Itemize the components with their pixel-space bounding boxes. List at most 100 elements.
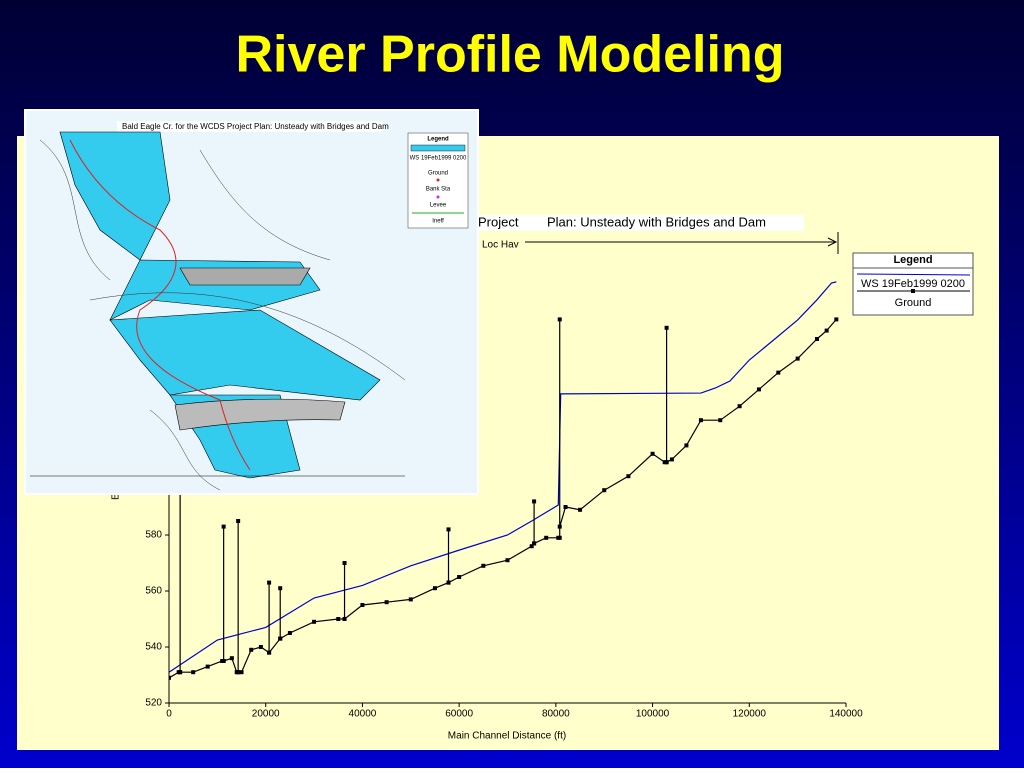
header-left: Project	[478, 214, 519, 229]
ground-marker	[221, 524, 226, 529]
river-reach	[109, 309, 381, 401]
ground-marker	[278, 586, 283, 591]
inset-map: Bald Eagle Cr. for the WCDS Project Plan…	[24, 109, 479, 495]
ground-marker	[544, 535, 549, 540]
inset-legend-swatch	[410, 144, 466, 152]
inset-legend-item: Ineff	[432, 219, 444, 225]
ground-marker	[229, 656, 234, 661]
ground-marker	[191, 670, 196, 675]
ground-marker	[529, 544, 534, 549]
header-box	[474, 215, 804, 231]
legend	[852, 252, 974, 316]
ground-marker	[626, 474, 631, 479]
ground-marker	[718, 418, 723, 423]
dam	[174, 398, 346, 431]
chart: Project Plan: Unsteady with Bridges and …	[111, 214, 974, 742]
ground-marker	[602, 488, 607, 493]
ground-marker	[481, 563, 486, 568]
ground-marker	[669, 457, 674, 462]
ground-marker	[446, 580, 451, 585]
x-tick-label: 0	[166, 709, 172, 720]
legend-title: Legend	[893, 254, 932, 266]
y-tick-label: 560	[145, 586, 162, 597]
ground-marker	[236, 519, 241, 523]
plot-area	[169, 281, 839, 680]
inset-legend-item: Levee	[430, 203, 447, 209]
legend-item: WS 19Feb1999 0200	[861, 278, 965, 290]
inset-header-right: Plan: Unsteady with Bridges and Dam	[254, 122, 389, 131]
ground-marker	[221, 659, 226, 663]
slide-title: River Profile Modeling	[236, 26, 785, 84]
inset-legend-title: Legend	[427, 137, 449, 143]
ground-marker	[650, 451, 655, 456]
inset-header-box	[117, 121, 383, 132]
inset-legend-swatch	[436, 178, 440, 182]
x-tick-label: 120000	[733, 709, 767, 720]
ground-marker	[776, 370, 781, 375]
ground-marker	[267, 580, 272, 585]
ground-marker	[278, 636, 283, 641]
y-tick-label: 580	[145, 530, 162, 541]
ground-marker	[698, 418, 703, 423]
ground-marker	[824, 328, 829, 333]
inset-header-left: Bald Eagle Cr. for the WCDS Project	[122, 122, 253, 131]
ground-marker	[360, 603, 365, 607]
ground-marker	[336, 617, 341, 621]
ground-marker	[505, 558, 510, 563]
legend-item: Ground	[895, 297, 932, 309]
ground-marker	[795, 356, 800, 361]
x-tick-label: 20000	[252, 709, 280, 720]
y-tick-label: 520	[145, 698, 162, 709]
inset-legend-swatch	[436, 195, 440, 199]
ground-marker	[178, 670, 183, 675]
ground-marker	[684, 443, 689, 448]
bridge	[179, 267, 311, 286]
arrow-head	[827, 237, 838, 247]
ground-marker	[258, 645, 263, 649]
x-tick-label: 80000	[542, 709, 570, 720]
inset-legend-item: Bank Sta	[426, 187, 451, 193]
ground-marker	[457, 575, 462, 579]
ground-marker	[342, 617, 347, 621]
ground-marker	[557, 524, 562, 529]
inset-legend-item: WS 19Feb1999 0200	[410, 156, 467, 162]
x-tick-label: 60000	[445, 709, 473, 720]
legend-swatch	[856, 273, 971, 276]
legend-marker	[911, 289, 915, 293]
contours	[39, 139, 406, 491]
x-tick-label: 40000	[349, 709, 377, 720]
ground-marker	[664, 325, 669, 330]
ground-marker	[756, 387, 761, 392]
ground-marker	[384, 600, 389, 605]
ground-marker	[446, 527, 451, 532]
x-tick-label: 100000	[636, 709, 670, 720]
ground-marker	[267, 650, 272, 655]
ground-marker	[557, 317, 562, 322]
ground-marker	[236, 670, 241, 675]
ground-marker	[557, 535, 562, 540]
ground-marker	[532, 541, 537, 546]
inset-legend-item: Ground	[428, 171, 448, 177]
ground-marker	[432, 586, 437, 591]
series-line	[169, 319, 837, 679]
ground-marker	[342, 561, 347, 565]
ground-marker	[664, 460, 669, 465]
ground-marker	[578, 507, 583, 512]
ground-marker	[737, 404, 742, 409]
ground-marker	[169, 675, 171, 680]
y-axis-label: El	[111, 491, 122, 500]
ground-marker	[563, 505, 568, 509]
ground-marker	[239, 670, 244, 675]
header-plan: Plan: Unsteady with Bridges and Dam	[547, 214, 766, 229]
x-tick-label: 140000	[829, 709, 863, 720]
centerline	[69, 139, 251, 471]
ground-marker	[287, 631, 292, 635]
ground-marker	[532, 499, 537, 504]
annotation: Loc Hav	[482, 240, 519, 251]
ground-marker	[814, 337, 819, 341]
y-tick-label: 540	[145, 642, 162, 653]
x-axis-label: Main Channel Distance (ft)	[448, 731, 566, 742]
ground-marker	[205, 664, 210, 669]
ground-marker	[249, 647, 254, 652]
